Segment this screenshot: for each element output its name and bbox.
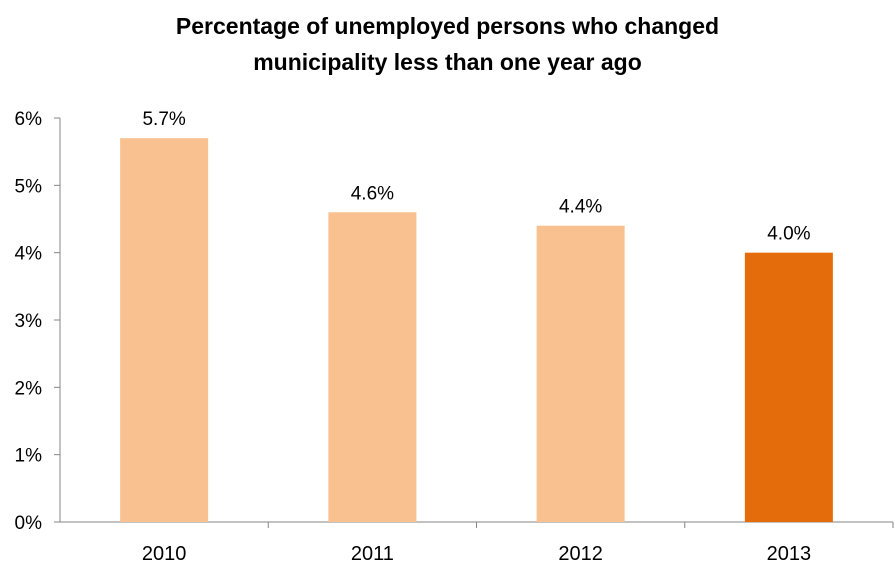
chart-title-line-2: municipality less than one year ago (253, 49, 642, 75)
x-axis-labels: 2010 2011 2012 2013 (142, 522, 894, 565)
x-tick-label-2013: 2013 (767, 543, 812, 565)
bars: 5.7% 4.6% 4.4% 4.0% (120, 109, 833, 522)
bar-2013 (744, 252, 833, 522)
bar-2012 (536, 225, 625, 522)
chart-title: Percentage of unemployed persons who cha… (0, 8, 895, 80)
data-label-2013: 4.0% (767, 224, 810, 245)
y-tick-label: 2% (15, 378, 43, 399)
x-tick-label-2010: 2010 (142, 543, 187, 565)
chart-title-line-1: Percentage of unemployed persons who cha… (175, 13, 720, 39)
data-label-2010: 5.7% (142, 109, 185, 130)
bar-2011 (328, 212, 417, 522)
bar-2010 (120, 138, 209, 522)
y-tick-label: 3% (15, 311, 43, 332)
y-tick-label: 5% (15, 176, 43, 197)
x-tick-label-2012: 2012 (558, 543, 603, 565)
data-label-2012: 4.4% (559, 197, 602, 218)
x-tick-label-2011: 2011 (351, 543, 394, 565)
data-label-2011: 4.6% (351, 183, 394, 204)
y-tick-label: 1% (15, 446, 43, 467)
y-tick-label: 6% (15, 109, 43, 130)
y-tick-label: 0% (15, 513, 43, 534)
y-axis-ticks: 0% 1% 2% 3% 4% 5% 6% (15, 109, 60, 534)
y-tick-label: 4% (15, 244, 43, 265)
